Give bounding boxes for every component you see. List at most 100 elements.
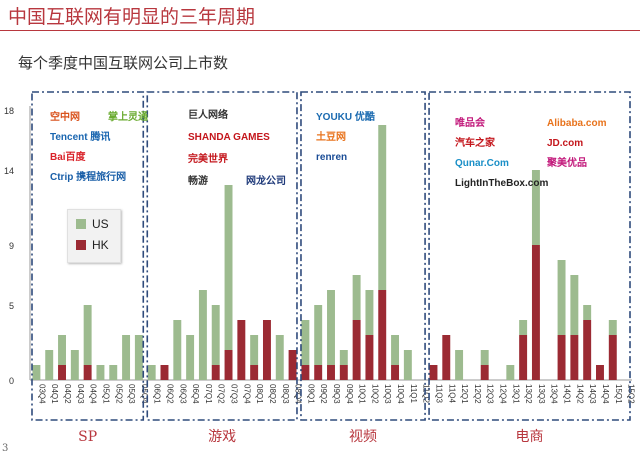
x-tick-label: 03Q4	[37, 384, 46, 404]
bar-us-09Q3	[327, 290, 335, 365]
bar-us-03Q4	[32, 365, 41, 380]
bar-hk-04Q4	[83, 365, 92, 380]
jumei-logo: 聚美优品	[547, 158, 587, 169]
bar-us-12Q1	[455, 350, 464, 380]
x-tick-label: 07Q3	[230, 384, 239, 404]
x-tick-label: 12Q3	[486, 384, 495, 404]
x-tick-label: 07Q1	[204, 384, 213, 404]
bar-hk-07Q2	[211, 365, 220, 380]
ctrip-logo: Ctrip 携程旅行网	[50, 172, 127, 183]
group-label: SP	[78, 429, 97, 445]
y-tick-label: 14	[4, 166, 14, 176]
bar-us-15Q1	[608, 320, 617, 335]
bar-us-10Q2	[365, 290, 374, 335]
bar-us-09Q1	[301, 320, 310, 365]
x-tick-label: 06Q3	[178, 384, 187, 404]
x-tick-label: 10Q2	[370, 384, 379, 404]
tudou-logo: 土豆网	[316, 132, 346, 143]
renren-logo: renren	[316, 152, 348, 163]
bar-hk-09Q1	[301, 365, 310, 380]
bar-hk-08Q4	[288, 350, 297, 380]
legend-item-us: US	[76, 217, 120, 231]
chart-subtitle: 每个季度中国互联网公司上市数	[18, 54, 229, 72]
bar-hk-06Q2	[160, 365, 169, 380]
x-tick-label: 06Q1	[153, 384, 162, 404]
group-label: 视频	[349, 429, 377, 445]
bar-us-05Q4	[134, 335, 143, 380]
x-tick-label: 09Q2	[319, 384, 328, 404]
group-frame-3	[428, 91, 631, 421]
x-tick-label: 08Q2	[268, 384, 277, 404]
bar-hk-10Q2	[365, 335, 374, 380]
bar-us-05Q3	[122, 335, 131, 380]
bar-hk-13Q2	[519, 335, 528, 380]
x-tick-label: 12Q1	[460, 384, 469, 404]
x-tick-label: 10Q3	[383, 384, 392, 404]
x-tick-label: 05Q3	[127, 384, 136, 404]
bar-us-14Q3	[583, 305, 592, 320]
bar-us-07Q2	[211, 305, 220, 365]
alibaba-logo: Alibaba.com	[547, 118, 607, 129]
x-tick-label: 09Q4	[345, 384, 354, 404]
group-label: 电商	[516, 429, 544, 445]
bar-hk-07Q3	[224, 350, 233, 380]
x-tick-label: 11Q2	[422, 384, 431, 404]
legend-swatch-hk	[76, 240, 86, 250]
x-tick-label: 08Q3	[281, 384, 290, 404]
bar-hk-07Q4	[237, 320, 246, 380]
bar-hk-14Q4	[596, 365, 604, 380]
x-tick-label: 04Q1	[50, 384, 59, 404]
x-tick-label: 05Q4	[140, 384, 149, 404]
x-tick-label: 14Q1	[563, 384, 572, 404]
x-tick-label: 08Q4	[294, 384, 303, 404]
bar-us-09Q2	[314, 305, 323, 365]
x-tick-label: 13Q1	[511, 384, 520, 404]
y-tick-label: 18	[4, 106, 14, 116]
chart-legend: US HK	[67, 209, 121, 263]
legend-item-hk: HK	[76, 238, 120, 252]
x-tick-label: 15Q2	[627, 384, 636, 404]
bar-hk-14Q3	[583, 320, 592, 380]
bar-hk-14Q1	[557, 335, 566, 380]
bar-us-13Q1	[506, 365, 515, 380]
bar-us-04Q1	[45, 350, 54, 380]
netdragon-logo: 网龙公司	[246, 176, 286, 187]
x-tick-label: 13Q4	[550, 384, 559, 404]
bar-hk-10Q3	[378, 290, 387, 380]
legend-label-us: US	[92, 217, 109, 231]
tencent-logo: Tencent 腾讯	[50, 132, 111, 143]
bar-hk-11Q3	[429, 365, 438, 380]
bar-hk-11Q4	[442, 335, 451, 380]
x-tick-label: 14Q4	[601, 384, 610, 404]
bar-us-11Q1	[403, 350, 412, 380]
x-tick-label: 13Q2	[524, 384, 533, 404]
x-tick-label: 11Q3	[434, 384, 443, 404]
x-tick-label: 14Q3	[588, 384, 597, 404]
group-frame-2	[300, 91, 426, 421]
bar-us-07Q3	[224, 185, 233, 350]
x-tick-label: 10Q4	[396, 384, 405, 404]
giant-logo: 巨人网络	[188, 110, 228, 121]
group-frame-1	[146, 91, 298, 421]
changyou-logo: 畅游	[188, 176, 208, 187]
x-tick-label: 12Q2	[473, 384, 482, 404]
x-tick-label: 13Q3	[537, 384, 546, 404]
shanda-logo: SHANDA GAMES	[188, 132, 270, 143]
bar-us-06Q4	[186, 335, 195, 380]
bar-hk-15Q1	[608, 335, 617, 380]
bar-us-07Q1	[198, 290, 207, 380]
x-tick-label: 09Q3	[332, 384, 341, 404]
x-tick-label: 07Q2	[217, 384, 226, 404]
linktone-logo: 掌上灵通	[108, 112, 148, 123]
bar-us-04Q2	[58, 335, 66, 365]
bar-us-10Q1	[352, 275, 361, 320]
bar-us-09Q4	[339, 350, 348, 365]
x-tick-label: 04Q4	[89, 384, 98, 404]
lightinthebox-logo: LightInTheBox.com	[455, 178, 549, 189]
bar-us-05Q1	[96, 365, 105, 380]
bar-us-14Q2	[570, 275, 579, 335]
bar-hk-08Q2	[262, 320, 271, 380]
x-tick-label: 08Q1	[255, 384, 264, 404]
bar-us-08Q3	[275, 335, 284, 380]
bar-us-04Q4	[83, 305, 92, 365]
